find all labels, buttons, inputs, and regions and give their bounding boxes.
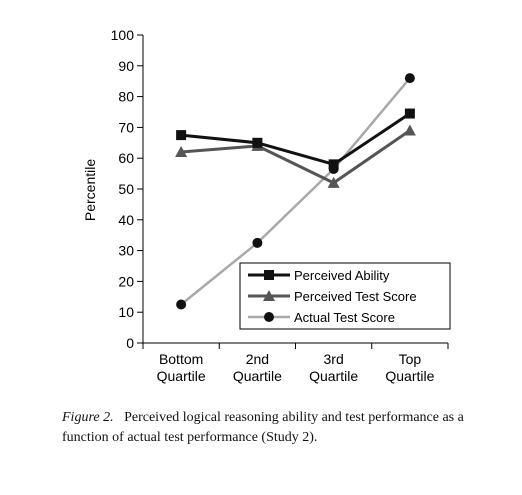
x-tick-label: Top (399, 351, 422, 367)
y-tick-label: 80 (118, 89, 134, 105)
y-tick-label: 50 (118, 181, 134, 197)
legend: Perceived Ability Perceived Test Score Act… (239, 262, 451, 330)
caption-text: Perceived logical reasoning ability and … (62, 410, 464, 445)
series-line (180, 112, 411, 166)
y-tick-label: 10 (118, 304, 134, 320)
x-tick-label: Quartile (385, 368, 434, 384)
data-point-triangle (403, 124, 416, 136)
x-axis: BottomQuartile2ndQuartile3rdQuartileTopQ… (142, 342, 449, 384)
y-tick-label: 90 (118, 58, 134, 74)
legend-item: Perceived Test Score (248, 289, 417, 304)
series-lines (175, 73, 416, 310)
x-tick-label: 3rd (324, 351, 344, 367)
data-point-square (252, 137, 263, 148)
series-perceived-ability (176, 108, 415, 170)
data-point-square (264, 270, 274, 280)
y-tick-label: 70 (118, 119, 134, 135)
y-tick-label: 0 (126, 335, 134, 351)
data-point-circle (264, 312, 274, 322)
y-tick-label: 30 (118, 243, 134, 259)
x-tick-label: Bottom (159, 351, 203, 367)
figure-caption: Figure 2. Perceived logical reasoning ab… (62, 408, 502, 448)
x-tick-label: 2nd (246, 351, 269, 367)
series-line (180, 77, 411, 306)
legend-item: Actual Test Score (248, 310, 395, 325)
y-tick-label: 20 (118, 273, 134, 289)
y-tick-label: 60 (118, 150, 134, 166)
y-axis-label: Percentile (82, 159, 98, 221)
series-line (181, 129, 411, 185)
y-tick-label: 100 (111, 27, 135, 43)
legend-item: Perceived Ability (248, 268, 390, 283)
data-point-triangle (327, 176, 340, 188)
data-point-square (404, 108, 415, 119)
legend-label: Actual Test Score (294, 310, 395, 325)
y-tick-label: 40 (118, 212, 134, 228)
data-point-circle (404, 73, 415, 84)
data-point-square (328, 159, 339, 170)
legend-label: Perceived Test Score (294, 289, 417, 304)
data-point-triangle (175, 146, 188, 158)
data-point-circle (176, 299, 187, 310)
figure-label: Figure 2. (62, 410, 114, 425)
y-axis: 0 10 20 30 40 50 60 70 80 90 100 (111, 27, 144, 351)
series-perceived-test-score (175, 124, 416, 188)
x-tick-label: Quartile (157, 368, 206, 384)
data-point-triangle (263, 290, 275, 301)
data-point-square (176, 130, 187, 141)
legend-label: Perceived Ability (294, 268, 390, 283)
x-tick-label: Quartile (233, 368, 282, 384)
x-tick-label: Quartile (309, 368, 358, 384)
data-point-circle (252, 237, 263, 248)
